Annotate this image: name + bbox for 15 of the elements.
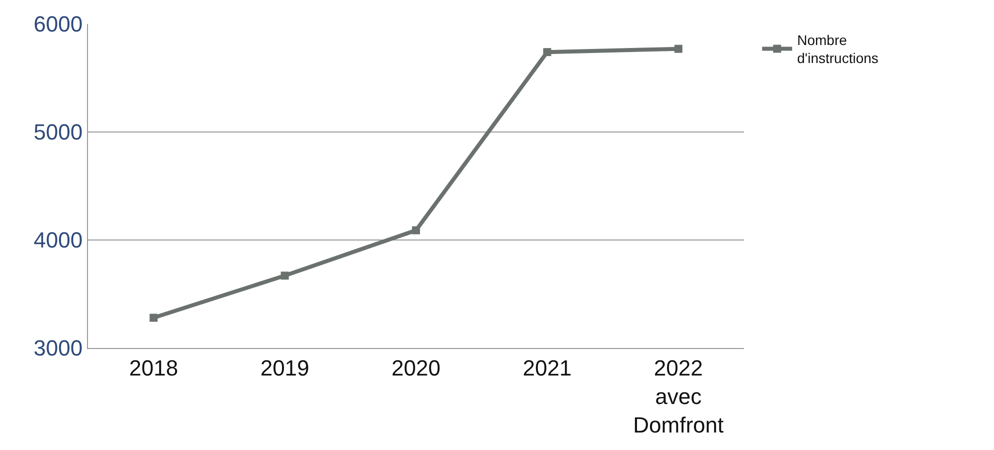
point bbox=[543, 48, 552, 56]
x-tick-label: 2022 avec Domfront bbox=[633, 355, 724, 438]
y-tick-label: 5000 bbox=[34, 120, 83, 145]
x-tick-label: 2019 bbox=[260, 355, 310, 380]
y-tick-label: 4000 bbox=[34, 228, 83, 253]
x-tick-label: 2018 bbox=[129, 355, 178, 380]
point bbox=[150, 314, 158, 322]
x-tick-label: 2021 bbox=[522, 355, 572, 380]
x-tick-label: 2020 bbox=[392, 355, 440, 380]
legend-label: Nombre d'instructions bbox=[797, 32, 878, 66]
y-tick-label: 6000 bbox=[34, 12, 83, 37]
point bbox=[412, 226, 420, 234]
y-tick-label: 3000 bbox=[34, 336, 83, 361]
point bbox=[280, 272, 289, 280]
point bbox=[674, 44, 682, 53]
